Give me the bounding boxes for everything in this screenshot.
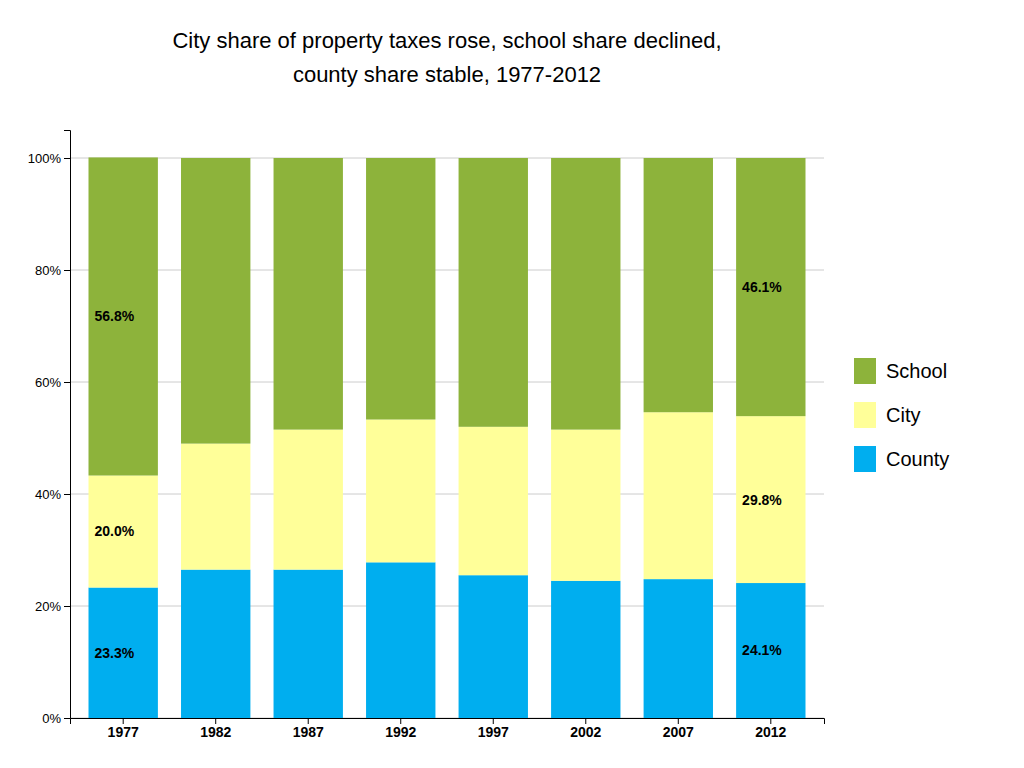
- x-tick-label: 1977: [108, 724, 139, 740]
- bar: [89, 588, 158, 718]
- legend-label: School: [886, 360, 947, 382]
- bar-series: [89, 157, 806, 475]
- data-label: 56.8%: [95, 308, 135, 324]
- legend-item: School: [854, 358, 947, 384]
- y-tick: 80%: [35, 263, 70, 278]
- bar: [274, 570, 343, 718]
- x-tick: 1992: [385, 718, 416, 740]
- x-tick: 2012: [755, 718, 786, 740]
- title: City share of property taxes rose, schoo…: [172, 28, 721, 53]
- y-tick-label: 60%: [35, 375, 61, 390]
- y-tick-label: 0%: [42, 711, 61, 726]
- y-axis-line: [64, 131, 71, 719]
- bar: [181, 158, 250, 444]
- y-tick-mark: [64, 382, 70, 383]
- legend: School City County: [854, 358, 949, 472]
- bar: [551, 581, 620, 718]
- data-label: 46.1%: [742, 279, 782, 295]
- data-label: 24.1%: [742, 642, 782, 658]
- x-tick-label: 1992: [385, 724, 416, 740]
- bar: [366, 158, 435, 420]
- x-tick: 1997: [478, 718, 509, 740]
- x-tick: 2007: [663, 718, 694, 740]
- chart-svg: City share of property taxes rose, schoo…: [0, 0, 1024, 768]
- bar: [551, 430, 620, 581]
- y-tick-mark: [64, 718, 70, 719]
- x-tick: 1977: [108, 718, 139, 740]
- x-axis: 1977 1982 1987 1992 1997 2002 2007 2012: [71, 718, 825, 740]
- x-axis-line: [71, 719, 825, 725]
- bar: [181, 444, 250, 570]
- y-tick: 40%: [35, 487, 70, 502]
- x-tick: 1982: [200, 718, 231, 740]
- bar-series: [89, 562, 806, 718]
- chart-container: City share of property taxes rose, schoo…: [0, 0, 1024, 768]
- bar: [274, 430, 343, 570]
- x-tick-label: 2007: [663, 724, 694, 740]
- y-tick: 100%: [28, 151, 70, 166]
- y-tick: 60%: [35, 375, 70, 390]
- bar: [644, 158, 713, 412]
- bar: [644, 412, 713, 579]
- bar: [736, 158, 805, 416]
- legend-item: County: [854, 446, 949, 472]
- bar: [736, 416, 805, 583]
- y-tick-label: 40%: [35, 487, 61, 502]
- legend-swatch: [854, 446, 876, 472]
- plot: 0% 20% 40% 60% 80% 100% 1977 1982 1987 1992 1997 20…: [28, 131, 825, 740]
- y-tick: 20%: [35, 599, 70, 614]
- y-tick: 0%: [42, 711, 70, 726]
- bar: [89, 157, 158, 475]
- y-tick-mark: [64, 270, 70, 271]
- legend-swatch: [854, 358, 876, 384]
- grid: [70, 158, 824, 718]
- bar: [551, 158, 620, 430]
- y-tick-label: 80%: [35, 263, 61, 278]
- bar: [459, 158, 528, 427]
- data-labels: 23.3% 24.1% 20.0% 29.8% 56.8% 46.1%: [95, 279, 783, 661]
- x-tick-label: 1987: [293, 724, 324, 740]
- bar: [181, 570, 250, 718]
- subtitle: county share stable, 1977-2012: [293, 62, 601, 87]
- bar: [274, 158, 343, 430]
- x-tick-label: 2012: [755, 724, 786, 740]
- data-label: 29.8%: [742, 492, 782, 508]
- bars: [89, 157, 806, 718]
- x-tick: 1987: [293, 718, 324, 740]
- legend-swatch: [854, 402, 876, 428]
- x-tick: 2002: [570, 718, 601, 740]
- y-axis: 0% 20% 40% 60% 80% 100%: [28, 131, 71, 726]
- x-tick-label: 1982: [200, 724, 231, 740]
- y-tick-mark: [64, 606, 70, 607]
- bar: [366, 562, 435, 718]
- y-tick-mark: [64, 158, 70, 159]
- legend-label: County: [886, 448, 949, 470]
- bar: [459, 427, 528, 575]
- x-tick-label: 1997: [478, 724, 509, 740]
- y-tick-label: 100%: [28, 151, 62, 166]
- bar: [366, 420, 435, 563]
- y-tick-mark: [64, 494, 70, 495]
- bar: [736, 583, 805, 718]
- bar: [459, 575, 528, 718]
- x-tick-label: 2002: [570, 724, 601, 740]
- bar: [89, 476, 158, 588]
- legend-label: City: [886, 404, 920, 426]
- bar: [644, 579, 713, 718]
- legend-item: City: [854, 402, 920, 428]
- data-label: 20.0%: [95, 523, 135, 539]
- data-label: 23.3%: [95, 645, 135, 661]
- y-tick-label: 20%: [35, 599, 61, 614]
